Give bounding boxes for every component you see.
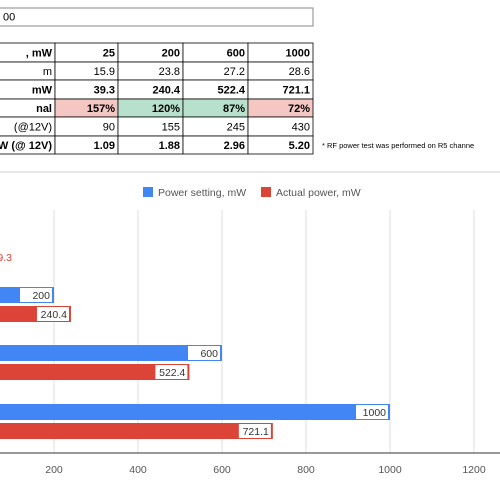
cell-text: 39.3 xyxy=(94,84,115,96)
note: * RF power test was performed on R5 chan… xyxy=(322,141,474,150)
cell-text: 90 xyxy=(103,121,115,133)
legend-label: Power setting, mW xyxy=(158,187,246,199)
bar[interactable] xyxy=(0,423,273,439)
bar[interactable] xyxy=(0,364,190,380)
cell-text: 15.9 xyxy=(94,66,115,78)
legend-label: Actual power, mW xyxy=(276,187,361,199)
x-tick-label: 800 xyxy=(297,464,315,476)
x-tick-label: 600 xyxy=(213,464,231,476)
label-bg xyxy=(188,346,220,360)
x-tick-label: 400 xyxy=(129,464,147,476)
cell-text: 1.09 xyxy=(94,140,115,152)
cell-text: , mW xyxy=(26,47,53,59)
cell-text: 200 xyxy=(162,47,180,59)
cell-text: (@12V) xyxy=(14,121,52,133)
cell-text: mW xyxy=(32,84,53,96)
value-label: 721.1 xyxy=(243,426,269,438)
cell-text: 522.4 xyxy=(217,84,245,96)
cell-text: 120% xyxy=(152,103,180,115)
cell-text: 240.4 xyxy=(152,84,180,96)
label-bg xyxy=(155,365,188,379)
bar[interactable] xyxy=(0,404,390,420)
cell-text: 1.88 xyxy=(159,140,180,152)
label-bg xyxy=(238,424,271,438)
x-tick-label: 1000 xyxy=(378,464,402,476)
cell-text: W (@ 12V) xyxy=(0,140,52,152)
legend-swatch xyxy=(143,187,153,197)
label-bg xyxy=(20,288,52,302)
cell-text: m xyxy=(43,66,52,78)
cell-text: 155 xyxy=(162,121,180,133)
cell-text: 25 xyxy=(103,47,115,59)
cell-text: 27.2 xyxy=(224,66,245,78)
value-label: 39.3 xyxy=(0,252,12,264)
label-bg xyxy=(36,307,69,321)
cell-text: 5.20 xyxy=(289,140,310,152)
cell-text: 00 xyxy=(3,11,15,23)
cell-text: 157% xyxy=(87,103,115,115)
value-label: 522.4 xyxy=(159,367,185,379)
cell-text: 245 xyxy=(227,121,245,133)
value-label: 600 xyxy=(200,348,218,360)
table-cell[interactable] xyxy=(247,135,314,155)
cell-text: 2.96 xyxy=(224,140,245,152)
label-bg xyxy=(356,405,388,419)
value-label: 1000 xyxy=(363,407,387,419)
cell-text: 600 xyxy=(227,47,245,59)
cell-text: nal xyxy=(36,103,52,115)
x-tick-label: 1200 xyxy=(462,464,486,476)
cell-text: 721.1 xyxy=(282,84,310,96)
legend-swatch xyxy=(261,187,271,197)
value-label: 200 xyxy=(32,290,50,302)
bar[interactable] xyxy=(0,345,222,361)
cell-text: 28.6 xyxy=(289,66,310,78)
cell-text: 1000 xyxy=(286,47,310,59)
value-label: 240.4 xyxy=(41,309,67,321)
cell-box[interactable] xyxy=(0,7,314,27)
cell-text: 23.8 xyxy=(159,66,180,78)
cell-text: 87% xyxy=(223,103,245,115)
cell-text: 72% xyxy=(288,103,310,115)
cell-text: 430 xyxy=(292,121,310,133)
x-tick-label: 200 xyxy=(45,464,63,476)
